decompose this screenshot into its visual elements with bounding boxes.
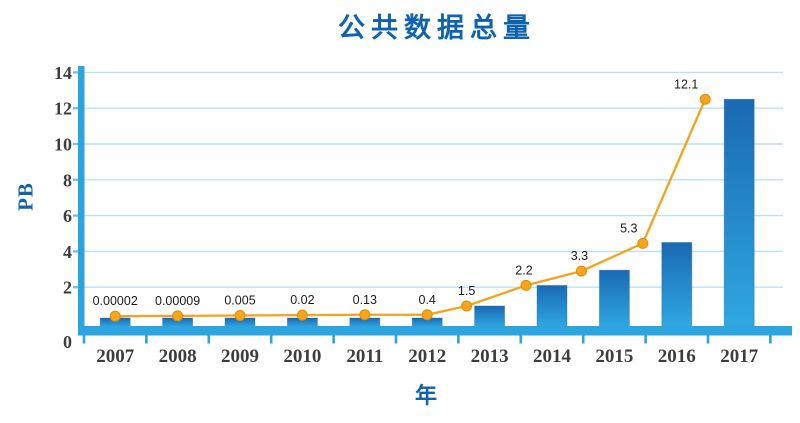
line-marker	[234, 309, 246, 321]
bar	[536, 284, 568, 328]
y-tick-label: 8	[63, 170, 72, 190]
x-axis-tick	[706, 335, 710, 344]
value-label: 0.005	[224, 293, 255, 307]
y-tick-label: 0	[63, 332, 72, 352]
labels-group: 0 2 4 6 8 10 12 14 0.00002 0.00009 0.005 0.02 0.13 0.…	[54, 63, 759, 367]
line-marker	[575, 265, 587, 277]
x-tick-label: 2007	[96, 346, 135, 367]
x-tick-label: 2016	[658, 346, 696, 367]
value-label: 0.4	[419, 293, 436, 307]
x-axis-tick	[457, 335, 460, 344]
value-label: 5.3	[620, 221, 637, 235]
x-tick-label: 2015	[595, 346, 633, 367]
x-axis-tick	[581, 335, 585, 344]
axes-group	[78, 66, 792, 344]
value-label: 3.3	[571, 249, 588, 263]
x-axis-tick	[269, 335, 273, 344]
x-axis-tick	[644, 335, 647, 344]
line-marker	[520, 279, 532, 291]
line-marker	[109, 310, 121, 322]
x-tick-label: 2017	[720, 346, 759, 367]
line-marker	[296, 309, 308, 321]
x-axis-line	[78, 326, 792, 336]
x-tick-label: 2010	[283, 346, 321, 367]
chart-title: 公共数据总量	[338, 13, 536, 43]
x-tick-label: 2014	[533, 346, 572, 367]
x-axis-tick	[207, 335, 211, 344]
x-axis-tick	[145, 335, 148, 344]
y-tick-label: 4	[63, 242, 72, 262]
value-label: 0.00009	[155, 294, 200, 308]
x-axis-tick	[82, 335, 86, 344]
bar	[598, 269, 630, 328]
value-label: 0.02	[290, 293, 314, 307]
line-marker	[359, 309, 371, 321]
x-tick-label: 2011	[346, 346, 383, 367]
bar	[661, 241, 693, 328]
line-marker	[461, 300, 473, 312]
x-axis-tick	[332, 335, 335, 344]
line-marker	[637, 237, 649, 249]
value-label: 0.00002	[93, 294, 138, 308]
value-label: 0.13	[353, 293, 377, 307]
bars-group	[99, 98, 755, 328]
x-axis-tick	[519, 335, 523, 344]
value-label: 1.5	[458, 284, 475, 298]
x-tick-label: 2012	[408, 346, 446, 367]
bar	[474, 305, 506, 328]
x-tick-label: 2008	[159, 346, 197, 367]
y-tick-label: 6	[63, 206, 72, 226]
x-tick-label: 2013	[471, 346, 509, 367]
x-axis-tick	[394, 335, 398, 344]
y-tick-label: 2	[63, 278, 72, 298]
value-label: 12.1	[674, 77, 698, 91]
x-axis-tick	[769, 335, 772, 344]
x-axis-title: 年	[414, 383, 437, 408]
line-marker	[699, 93, 711, 105]
x-tick-label: 2009	[221, 346, 259, 367]
bar	[723, 98, 755, 328]
line-marker	[172, 310, 184, 322]
y-tick-label: 12	[54, 99, 72, 119]
value-label: 2.2	[515, 263, 532, 277]
y-axis-line	[78, 66, 85, 336]
y-tick-label: 10	[54, 135, 72, 155]
y-tick-label: 14	[54, 63, 72, 83]
line-marker	[421, 309, 433, 321]
line-series-group	[109, 93, 711, 322]
